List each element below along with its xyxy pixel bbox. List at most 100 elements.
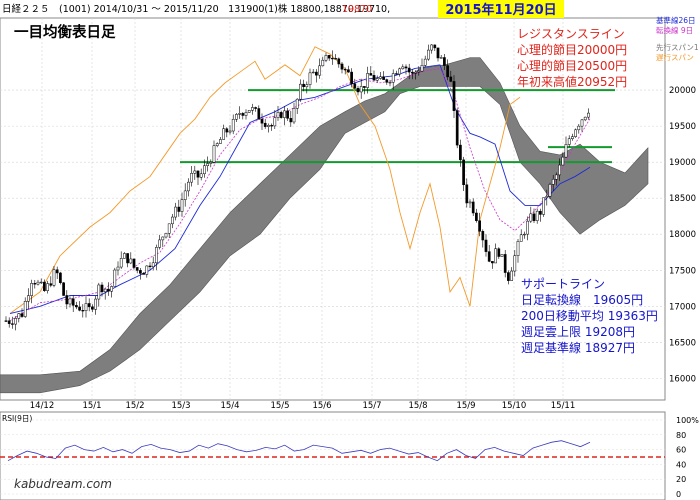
- candle-body: [123, 253, 126, 259]
- candle-body: [107, 288, 110, 292]
- candle-body: [190, 173, 193, 183]
- candle-body: [420, 65, 424, 72]
- candle-body: [33, 283, 37, 285]
- candle-body: [455, 110, 459, 146]
- candle-body: [30, 283, 33, 296]
- price-tick-label: 18000: [669, 230, 696, 240]
- candle-body: [11, 323, 14, 325]
- candle-body: [459, 144, 462, 161]
- date-tick-label: 15/10: [502, 401, 527, 411]
- rsi-tick-label: 0: [676, 490, 681, 499]
- candle-body: [94, 298, 97, 310]
- candle-body: [177, 206, 181, 212]
- candle-body: [369, 73, 373, 76]
- candle-body: [395, 73, 398, 75]
- candle-body: [318, 65, 321, 76]
- candle-body: [580, 119, 584, 127]
- candle-body: [87, 303, 91, 308]
- candle-body: [135, 267, 139, 271]
- price-tick-label: 16500: [669, 338, 696, 348]
- candle-body: [116, 266, 120, 271]
- candle-body: [343, 68, 347, 71]
- candle-body: [244, 112, 248, 116]
- candle-body: [503, 254, 507, 273]
- candle-body: [327, 55, 331, 59]
- candle-body: [491, 261, 494, 264]
- price-tick-label: 16000: [669, 374, 696, 384]
- candle-body: [119, 258, 123, 268]
- candle-body: [558, 164, 561, 176]
- candle-body: [302, 83, 305, 88]
- candle-body: [555, 174, 558, 180]
- candle-body: [231, 118, 235, 132]
- price-tick-label: 19500: [669, 122, 696, 132]
- candle-body: [439, 57, 443, 59]
- candle-body: [337, 58, 341, 65]
- candle-body: [311, 71, 315, 74]
- candle-body: [235, 114, 238, 120]
- candle-body: [545, 196, 549, 198]
- resistance-line-2: 心理的節目20500円: [517, 58, 627, 73]
- candle-body: [427, 49, 430, 60]
- candle-body: [523, 233, 526, 236]
- date-tick-label: 15/6: [312, 401, 331, 411]
- resistance-annotation: レジスタンスライン 心理的節目20000円 心理的節目20500円 年初来高値2…: [517, 27, 627, 89]
- candle-body: [65, 295, 69, 305]
- candle-body: [222, 128, 225, 140]
- candle-body: [567, 138, 571, 145]
- resistance-title: レジスタンスライン: [517, 27, 625, 41]
- candle-body: [183, 190, 187, 200]
- candle-body: [363, 86, 366, 88]
- date-axis: 14/12 15/1 15/2 15/3 15/4 15/5 15/6 15/7 15/8 15/…: [30, 401, 576, 411]
- candle-body: [254, 107, 257, 109]
- main-plot-frame: [0, 17, 666, 401]
- candle-body: [139, 270, 142, 274]
- date-tick-label: 15/8: [408, 401, 427, 411]
- price-tick-label: 17000: [669, 302, 696, 312]
- chikou-span-line: [9, 46, 521, 314]
- date-tick-label: 15/5: [270, 401, 289, 411]
- candle-body: [411, 71, 414, 74]
- candle-body: [471, 201, 475, 214]
- indicator-lines: [9, 46, 591, 322]
- candle-body: [430, 44, 433, 51]
- candle-body: [366, 73, 369, 88]
- candle-body: [225, 128, 229, 133]
- candle-body: [286, 110, 289, 119]
- candle-body: [587, 112, 590, 118]
- candle-body: [126, 253, 129, 264]
- candle-body: [103, 288, 107, 293]
- candles: [4, 44, 590, 331]
- support-line-1: 日足転換線 19605円: [521, 292, 643, 307]
- support-line-2: 200日移動平均 19363円: [521, 309, 658, 323]
- legend-kijun: 基準線26日: [656, 15, 696, 25]
- candle-body: [164, 233, 168, 238]
- candle-body: [62, 282, 65, 296]
- rsi-tick-label: 40: [676, 460, 686, 469]
- candle-body: [414, 71, 417, 74]
- candle-body: [324, 55, 328, 61]
- candle-body: [542, 197, 545, 215]
- candle-body: [212, 145, 216, 163]
- candle-body: [78, 306, 81, 311]
- kijun-line: [9, 64, 591, 314]
- candle-body: [484, 239, 488, 252]
- candle-body: [571, 136, 574, 139]
- price-tick-label: 19000: [669, 158, 696, 168]
- support-title: サポートライン: [521, 277, 605, 291]
- candle-body: [478, 220, 481, 232]
- candle-body: [247, 110, 251, 113]
- candle-body: [513, 255, 517, 272]
- rsi-line: [7, 440, 591, 462]
- rsi-label: RSI(9日): [2, 414, 32, 423]
- candle-body: [516, 241, 520, 256]
- candle-body: [359, 86, 363, 93]
- candle-body: [49, 283, 53, 286]
- candle-body: [148, 265, 152, 268]
- candle-body: [321, 59, 325, 67]
- chart-title: 一目均衡表日足: [14, 23, 116, 41]
- candle-body: [398, 68, 401, 75]
- candle-body: [577, 125, 581, 131]
- candle-body: [379, 76, 382, 79]
